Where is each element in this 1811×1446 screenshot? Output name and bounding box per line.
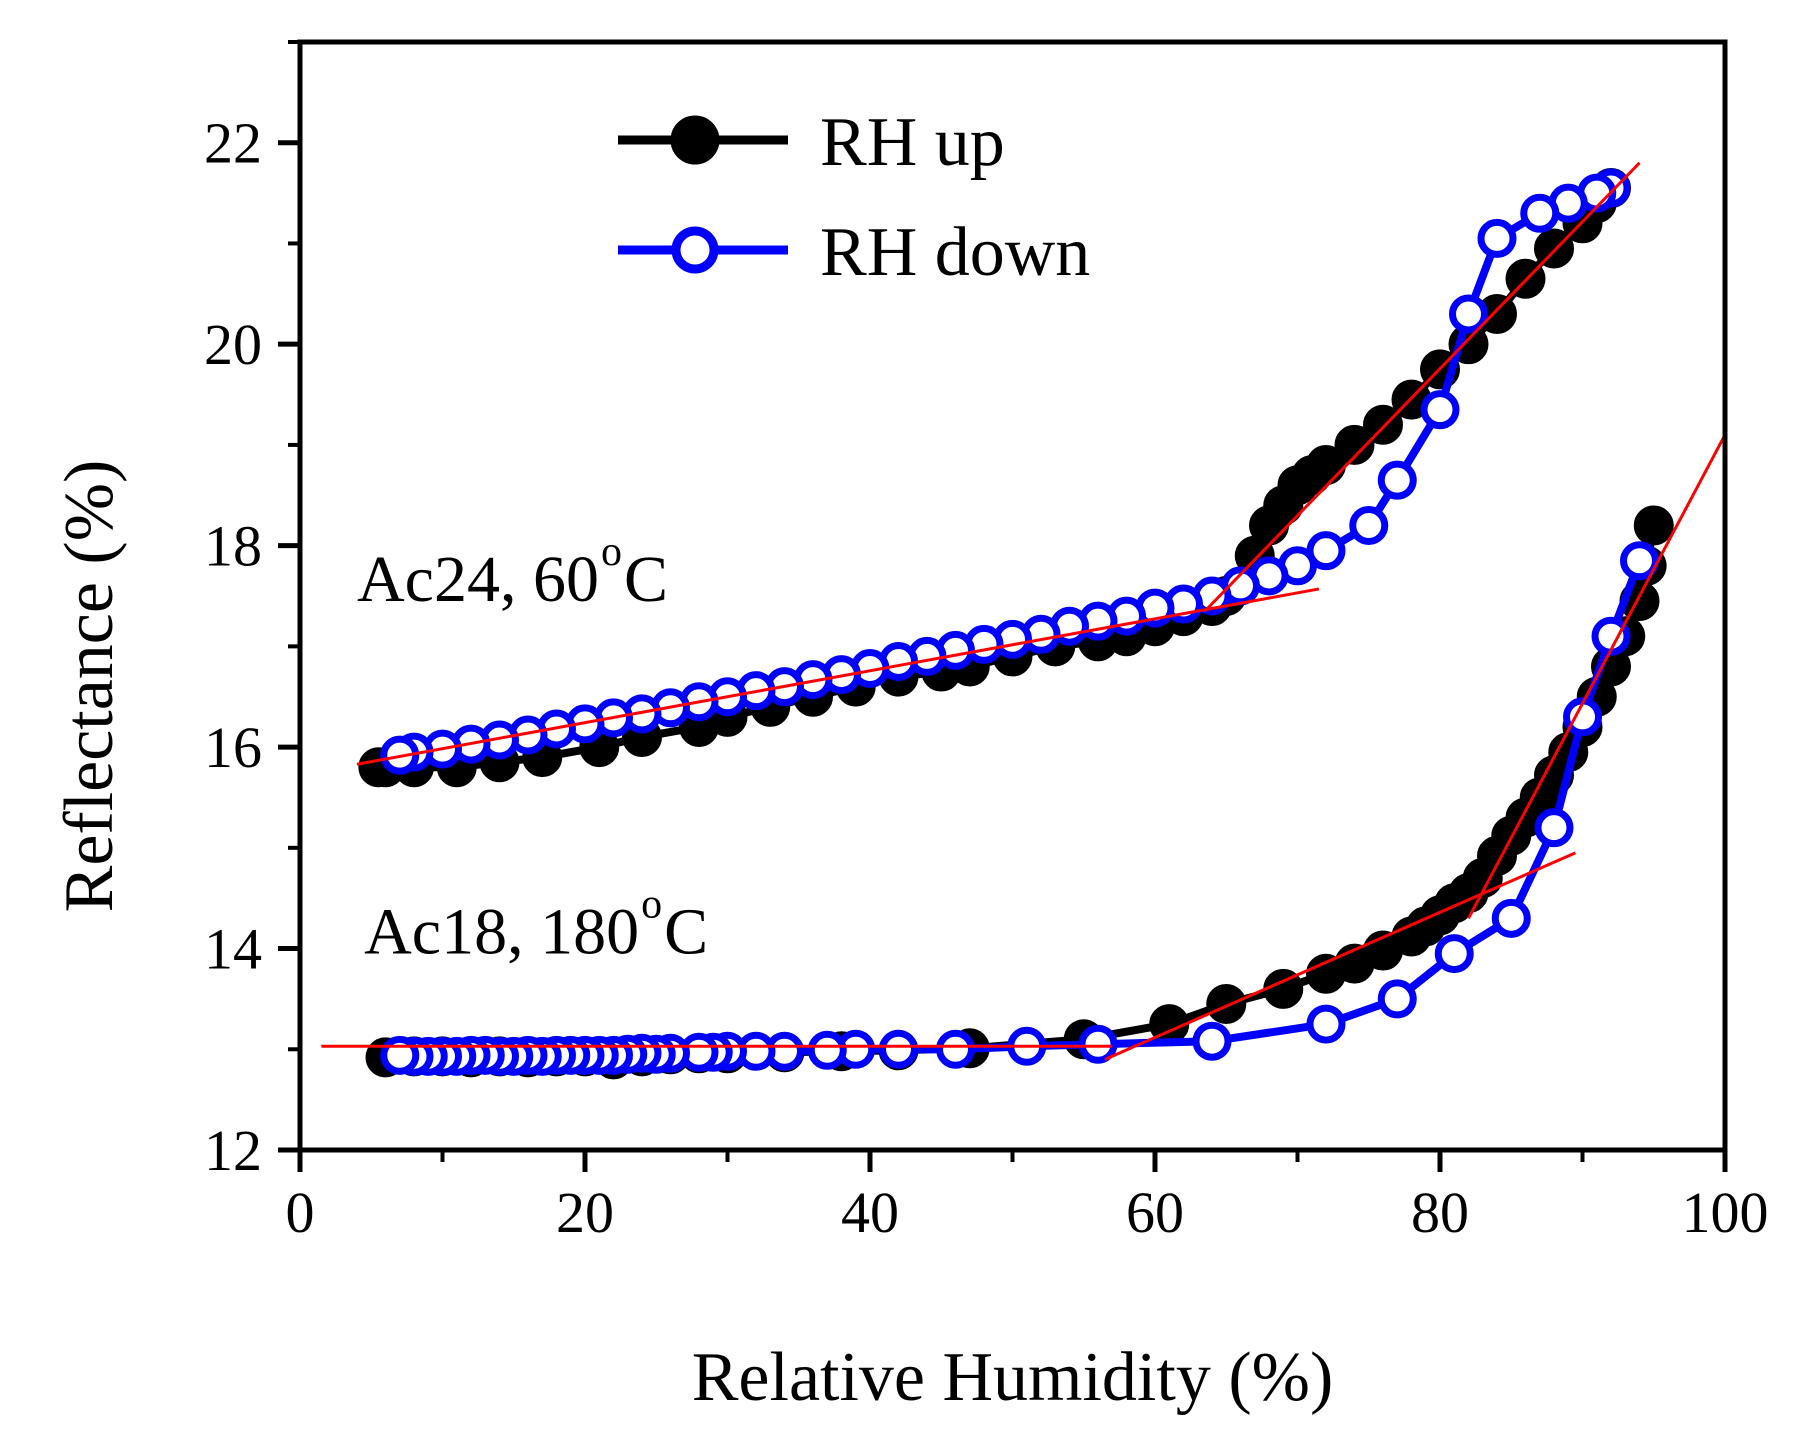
- data-point: [1620, 541, 1659, 581]
- annotation-ac24-degree: o: [601, 529, 622, 575]
- x-tick-label: 20: [556, 1180, 614, 1245]
- data-point: [1534, 228, 1574, 269]
- data-point: [1306, 1004, 1346, 1044]
- data-point: [879, 1029, 918, 1069]
- annotation-ac18-degree: o: [641, 882, 662, 928]
- x-tick-label: 100: [1682, 1180, 1769, 1245]
- y-tick-label: 12: [204, 1118, 262, 1183]
- fit-line: [356, 587, 1320, 766]
- data-point: [380, 1035, 420, 1075]
- axis-layer: 0 20 40 60 80 100 12 14 16 18 20 22: [204, 40, 1769, 1245]
- y-tick-label: 18: [204, 514, 262, 579]
- data-point: [1306, 531, 1346, 571]
- annotation-ac24-text: Ac24, 60: [357, 543, 599, 616]
- fit-line: [1203, 161, 1641, 613]
- data-point: [1192, 1021, 1232, 1061]
- data-point: [1363, 404, 1403, 445]
- legend: RH up RH down: [618, 104, 1090, 291]
- fit-line: [1104, 851, 1576, 1061]
- y-axis-title: Reflectance (%): [51, 460, 128, 913]
- data-point: [1491, 898, 1531, 938]
- data-point: [1377, 979, 1417, 1019]
- data-point: [1377, 460, 1417, 500]
- legend-label-rh-up: RH up: [820, 104, 1005, 181]
- x-axis-title: Relative Humidity (%): [692, 1339, 1334, 1416]
- annotation-ac18-text: Ac18, 180: [364, 896, 639, 969]
- annotation-ac24-unit: C: [624, 543, 668, 616]
- x-tick-label: 60: [1126, 1180, 1184, 1245]
- y-tick-label: 22: [204, 111, 262, 176]
- data-point: [807, 1030, 847, 1070]
- data-point: [1334, 424, 1375, 465]
- data-point: [936, 1029, 975, 1069]
- data-point: [1520, 193, 1560, 233]
- y-tick-label: 16: [204, 715, 262, 780]
- annotation-ac24: Ac24, 60 o C: [357, 529, 668, 616]
- y-tick-label: 20: [204, 312, 262, 377]
- x-tick-label: 0: [286, 1180, 315, 1245]
- data-point: [1534, 808, 1574, 848]
- legend-marker-rh-up: [670, 115, 720, 165]
- data-point: [1449, 294, 1488, 334]
- annotation-ac18-unit: C: [664, 896, 708, 969]
- data-point: [1078, 1024, 1118, 1064]
- x-tick-label: 40: [841, 1180, 899, 1245]
- fit-lines-layer: [321, 161, 1727, 1061]
- fit-line: [1467, 434, 1727, 920]
- data-point: [1477, 218, 1517, 258]
- legend-marker-rh-down: [671, 226, 719, 274]
- data-point: [1420, 390, 1460, 430]
- data-point: [1349, 505, 1389, 545]
- x-tick-label: 80: [1411, 1180, 1469, 1245]
- data-point: [1206, 983, 1247, 1024]
- data-point: [1633, 505, 1674, 546]
- legend-label-rh-down: RH down: [820, 214, 1090, 291]
- annotation-ac18: Ac18, 180 o C: [364, 882, 708, 969]
- y-tick-label: 14: [204, 917, 262, 982]
- data-point: [1434, 934, 1474, 974]
